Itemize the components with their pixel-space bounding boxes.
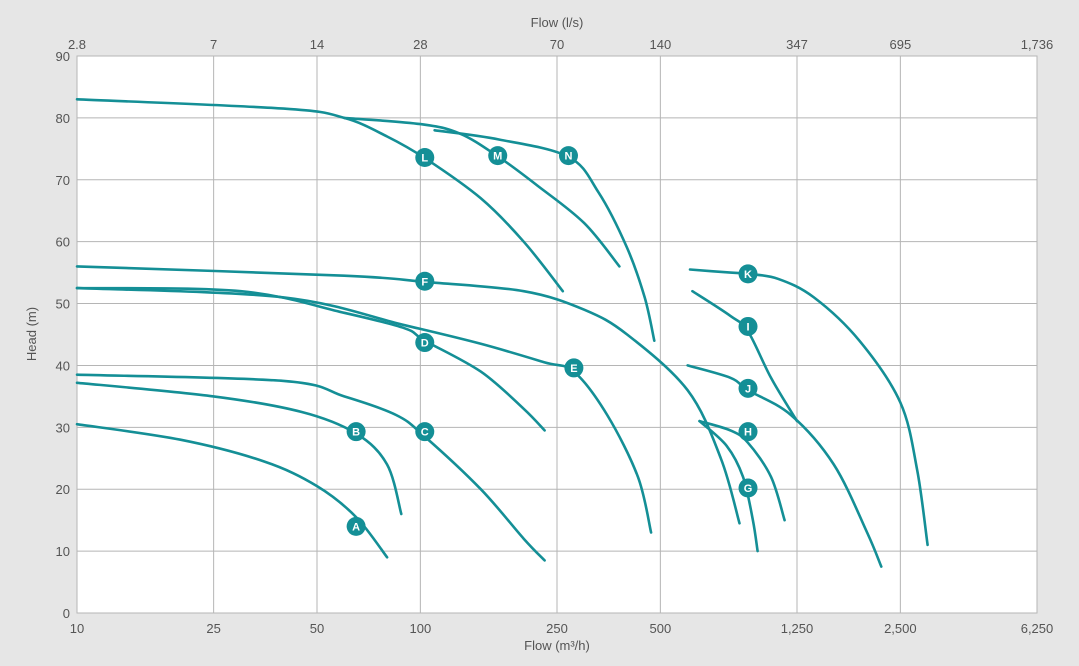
curve-l	[75, 98, 565, 293]
curve-f	[75, 265, 741, 525]
x2-tick-label: 70	[550, 37, 564, 52]
x-axis-title: Flow (m³/h)	[524, 638, 590, 653]
y-tick-label: 0	[63, 606, 70, 621]
x-tick-label: 250	[546, 621, 568, 636]
x-tick-label: 6,250	[1021, 621, 1054, 636]
y-tick-label: 80	[56, 111, 70, 126]
curve-badge-a	[346, 516, 366, 536]
curve-badge-d	[415, 333, 435, 353]
y-axis-title: Head (m)	[24, 307, 39, 361]
curve-badge-label: N	[564, 151, 572, 163]
x-tick-label: 100	[410, 621, 432, 636]
curve-badge-label: F	[421, 276, 428, 288]
plot-border	[76, 55, 1038, 614]
curve-c	[75, 373, 546, 562]
curve-badge-j	[738, 378, 758, 398]
curve-badge-label: L	[421, 152, 428, 164]
curve-badge-f	[415, 271, 435, 291]
x2-tick-label: 7	[210, 37, 217, 52]
curve-h	[698, 419, 786, 522]
y-tick-label: 10	[56, 544, 70, 559]
x2-tick-label: 1,736	[1021, 37, 1054, 52]
x-axis-ticks: 10 25 50 100 250 500 1,250 2,500 6,250	[70, 621, 1054, 636]
x-tick-label: 10	[70, 621, 84, 636]
x2-tick-label: 28	[413, 37, 427, 52]
curve-badge-label: A	[352, 521, 360, 533]
curve-j	[686, 364, 883, 568]
curve-k	[688, 268, 929, 547]
curve-labels: A B C D E F G H I J K L M N	[346, 146, 758, 536]
curve-e	[75, 286, 653, 534]
x2-tick-label: 695	[890, 37, 912, 52]
y-tick-label: 70	[56, 173, 70, 188]
curve-badge-label: M	[493, 151, 502, 163]
x2-tick-label: 2.8	[68, 37, 86, 52]
curve-n	[433, 129, 656, 342]
y-tick-label: 50	[56, 297, 70, 312]
curve-badge-label: K	[744, 269, 752, 281]
curve-badge-label: D	[421, 338, 429, 350]
y-tick-label: 40	[56, 358, 70, 373]
x-tick-label: 2,500	[884, 621, 917, 636]
grid-lines	[76, 55, 1038, 614]
y-axis-ticks: 0 10 20 30 40 50 60 70 80 90	[56, 49, 70, 621]
y-tick-label: 60	[56, 235, 70, 250]
curve-badge-i	[738, 316, 758, 336]
curve-badge-n	[558, 146, 578, 166]
y-tick-label: 30	[56, 420, 70, 435]
curve-badge-label: G	[744, 483, 753, 495]
x2-axis-ticks: 2.8 7 14 28 70 140 347 695 1,736	[68, 37, 1053, 52]
x2-tick-label: 14	[310, 37, 324, 52]
curve-badge-e	[564, 358, 584, 378]
curve-badge-label: H	[744, 427, 752, 439]
curve-badge-k	[738, 264, 758, 284]
curve-badge-h	[738, 422, 758, 442]
curve-b	[75, 381, 403, 516]
x-tick-label: 1,250	[781, 621, 814, 636]
x2-tick-label: 140	[650, 37, 672, 52]
curve-badge-label: B	[352, 427, 360, 439]
curve-badge-c	[415, 422, 435, 442]
y-tick-label: 90	[56, 49, 70, 64]
x-tick-label: 500	[650, 621, 672, 636]
curve-badge-g	[738, 478, 758, 498]
curve-badge-label: J	[745, 383, 751, 395]
curve-g	[698, 419, 759, 553]
curve-badge-b	[346, 422, 366, 442]
curve-badge-l	[415, 147, 435, 167]
curve-badge-label: I	[746, 321, 749, 333]
curve-badge-m	[488, 146, 508, 166]
x2-tick-label: 347	[786, 37, 808, 52]
curve-badge-label: C	[421, 427, 429, 439]
curve-badge-label: E	[570, 363, 577, 375]
curve-d	[75, 286, 546, 432]
x-tick-label: 50	[310, 621, 324, 636]
x-tick-label: 25	[206, 621, 220, 636]
x2-axis-title: Flow (l/s)	[531, 15, 584, 30]
y-tick-label: 20	[56, 482, 70, 497]
